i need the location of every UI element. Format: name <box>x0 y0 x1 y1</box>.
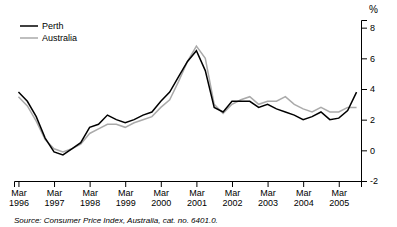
y-tick: 4 <box>361 84 375 94</box>
x-tick: Mar2002 <box>222 181 242 208</box>
source-note: Source: Consumer Price Index, Australia,… <box>14 216 218 225</box>
x-tick-label: Mar1998 <box>80 188 100 208</box>
y-tick-mark <box>361 28 367 29</box>
x-tick: Mar1997 <box>45 181 65 208</box>
x-tick: Mar2000 <box>151 181 171 208</box>
y-tick-label: 4 <box>370 84 375 94</box>
y-tick-mark <box>361 150 367 151</box>
y-tick: 8 <box>361 23 375 33</box>
x-tick-mark <box>268 181 269 187</box>
y-axis: -2 0 2 4 6 8 <box>361 21 378 187</box>
x-tick-mark <box>303 181 304 187</box>
x-tick-mark <box>232 181 233 187</box>
x-tick-label: Mar2005 <box>329 188 349 208</box>
y-tick: 0 <box>361 146 375 156</box>
x-tick-mark <box>339 181 340 187</box>
legend: Perth Australia <box>20 21 77 43</box>
x-tick: Mar2005 <box>329 181 349 208</box>
legend-label: Perth <box>42 21 64 31</box>
y-tick-mark <box>361 181 367 182</box>
legend-swatch <box>20 37 38 39</box>
x-tick: Mar1996 <box>9 181 29 208</box>
legend-item: Australia <box>20 33 77 43</box>
x-tick: Mar1998 <box>80 181 100 208</box>
y-tick-label: 8 <box>370 23 375 33</box>
legend-item: Perth <box>20 21 64 31</box>
x-tick: Mar1999 <box>116 181 136 208</box>
x-tick-label: Mar2002 <box>222 188 242 208</box>
y-axis-line <box>362 21 368 182</box>
y-axis-label: % <box>369 4 378 15</box>
x-tick-mark <box>90 181 91 187</box>
x-tick-mark <box>125 181 126 187</box>
y-tick-mark <box>361 120 367 121</box>
x-tick-label: Mar1997 <box>45 188 65 208</box>
x-tick-label: Mar2000 <box>151 188 171 208</box>
y-tick-label: 2 <box>370 115 375 125</box>
x-tick-label: Mar2004 <box>294 188 314 208</box>
legend-swatch <box>20 25 38 27</box>
y-tick-label: 0 <box>370 146 375 156</box>
plot: Mar1996 Mar1997 Mar1998 Mar1999 Mar2000 Mar20… <box>9 4 378 208</box>
y-tick-label: -2 <box>370 176 378 186</box>
y-tick-label: 6 <box>370 54 375 64</box>
x-tick-label: Mar1996 <box>9 188 29 208</box>
x-tick-mark <box>196 181 197 187</box>
y-tick: 2 <box>361 115 375 125</box>
x-tick-mark <box>18 181 19 187</box>
legend-label: Australia <box>42 33 77 43</box>
series-line <box>18 51 356 155</box>
x-tick: Mar2001 <box>187 181 207 208</box>
x-axis: Mar1996 Mar1997 Mar1998 Mar1999 Mar2000 Mar20… <box>9 181 362 208</box>
chart: Mar1996 Mar1997 Mar1998 Mar1999 Mar2000 Mar20… <box>0 0 397 227</box>
x-tick: Mar2004 <box>294 181 314 208</box>
x-tick-label: Mar1999 <box>116 188 136 208</box>
y-tick-mark <box>361 58 367 59</box>
y-tick-mark <box>361 89 367 90</box>
x-tick-mark <box>54 181 55 187</box>
x-axis-line <box>15 182 362 188</box>
x-tick: Mar2003 <box>258 181 278 208</box>
lines <box>18 46 356 155</box>
y-tick: -2 <box>361 176 378 186</box>
x-tick-label: Mar2001 <box>187 188 207 208</box>
y-tick: 6 <box>361 54 375 64</box>
x-tick-mark <box>161 181 162 187</box>
x-tick-label: Mar2003 <box>258 188 278 208</box>
